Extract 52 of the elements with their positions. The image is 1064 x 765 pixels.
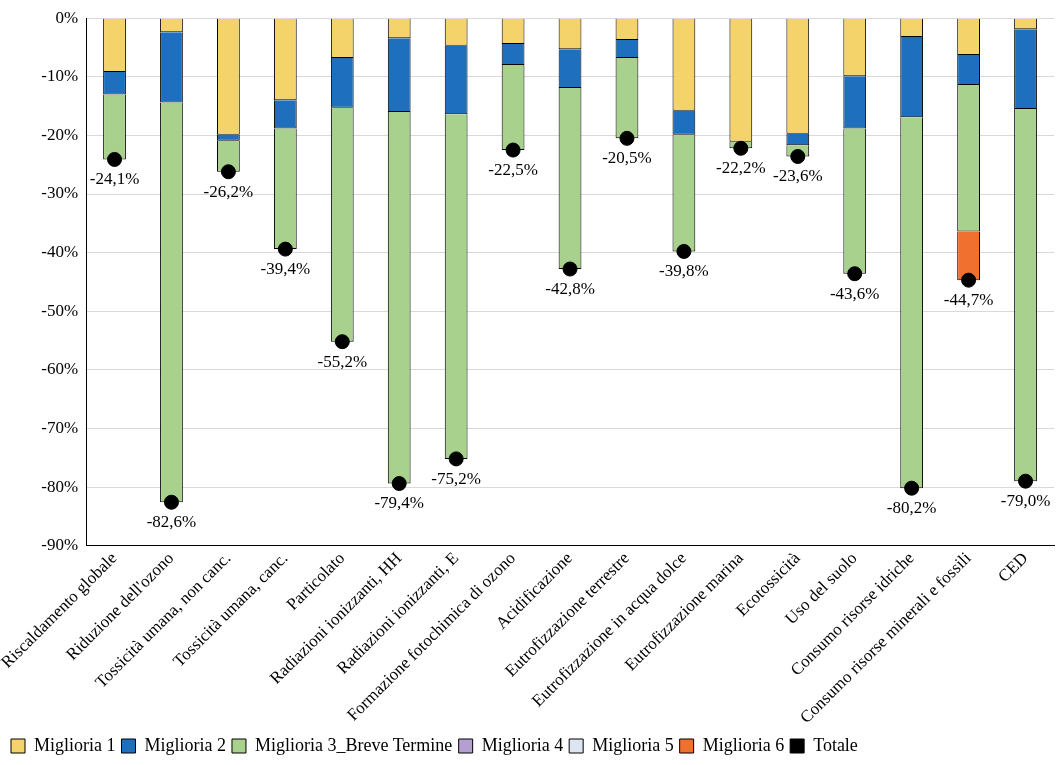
legend-label: Miglioria 6 [702,734,785,755]
y-tick-label: -30% [41,183,79,203]
point [961,272,977,288]
legend-label: Miglioria 1 [34,734,116,755]
point [904,480,920,496]
data-label: -39,8% [659,261,709,281]
point [448,451,464,467]
point [505,142,521,158]
legend-label: Totale [813,734,858,755]
data-label: -80,2% [886,498,937,518]
data-label: -42,8% [545,279,595,298]
legend-label: Miglioria 5 [592,734,674,755]
y-tick-label: -70% [41,417,79,437]
point [107,151,123,167]
point [220,164,236,180]
point [1018,473,1034,489]
point [334,334,350,350]
legend-label: Miglioria 2 [144,734,226,755]
data-label: -44,7% [943,290,994,310]
y-tick-label: -40% [41,242,79,262]
legend-label: Miglioria 4 [481,734,564,755]
point [733,140,749,156]
y-tick-label: -10% [41,66,79,86]
point [277,241,293,257]
data-label: -39,4% [260,259,311,279]
point [562,261,578,277]
data-label: -79,0% [1000,491,1051,511]
data-label: -23,6% [772,166,823,186]
y-tick-label: 0% [55,7,79,27]
data-label: -82,6% [146,512,197,532]
legend-label: Miglioria 3_Breve Termine [254,734,453,755]
point [847,266,863,282]
y-tick-label: -80% [41,476,79,496]
data-label: -43,6% [829,283,880,303]
data-label: -55,2% [317,351,368,371]
data-label: -22,2% [716,158,766,178]
y-tick-label: -20% [41,124,79,144]
data-label: -20,5% [602,148,652,168]
data-label: -26,2% [203,181,254,201]
data-label: -75,2% [431,468,481,488]
data-label: -79,4% [374,493,424,513]
y-tick-label: -50% [41,300,79,320]
point [391,476,407,492]
point [676,243,692,259]
data-label: -22,5% [488,160,538,180]
y-tick-label: -60% [41,359,79,379]
x-tick-label: CED [994,548,1032,586]
point [619,130,635,146]
y-tick-label: -90% [41,535,79,555]
point [163,494,179,510]
point [790,149,806,165]
data-label: -24,1% [89,169,140,189]
